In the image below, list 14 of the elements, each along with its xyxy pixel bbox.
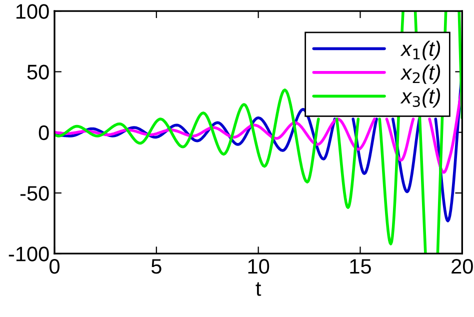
y-tick-label: -50 bbox=[20, 186, 49, 201]
legend-label: x$_{3}$(t) bbox=[400, 88, 440, 108]
x-axis-title: t bbox=[256, 282, 262, 296]
y-tick-label: 100 bbox=[16, 4, 49, 19]
y-tick-label: -100 bbox=[8, 246, 49, 262]
x-tick-label: 20 bbox=[452, 259, 473, 274]
y-tick-label: 0 bbox=[38, 125, 49, 140]
x-tick-label: 15 bbox=[350, 259, 371, 274]
x-tick-label: 0 bbox=[50, 259, 60, 274]
y-tick-label: 50 bbox=[27, 64, 49, 80]
x-tick-label: 5 bbox=[151, 259, 162, 274]
legend-label: x$_{1}$(t) bbox=[400, 40, 440, 60]
x-tick-label: 10 bbox=[248, 259, 270, 274]
legend-label: x$_{2}$(t) bbox=[400, 64, 440, 84]
